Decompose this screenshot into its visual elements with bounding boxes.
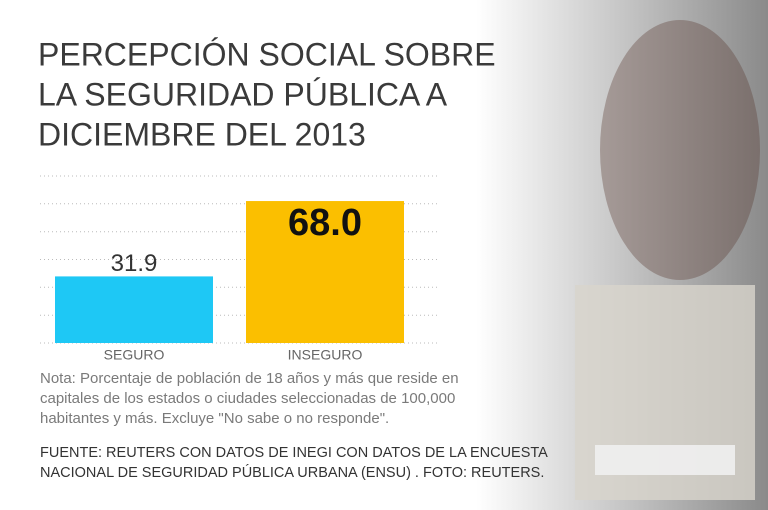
value-label: 68.0: [288, 202, 362, 244]
note: Nota: Porcentaje de población de 18 años…: [40, 370, 459, 387]
note: capitales de los estados o ciudades sele…: [40, 390, 455, 407]
x-tick-label: INSEGURO: [288, 347, 363, 363]
chart-layer: PERCEPCIÓN SOCIAL SOBRE LA SEGURIDAD PÚBL…: [38, 36, 548, 480]
value-label: 31.9: [111, 250, 158, 277]
chart-title: LA SEGURIDAD PÚBLICA A: [38, 76, 448, 112]
chart-title: DICIEMBRE DEL 2013: [38, 116, 366, 152]
x-tick-label: SEGURO: [104, 347, 165, 363]
photo-poster-band: [595, 445, 735, 475]
bar: [246, 201, 404, 343]
source: NACIONAL DE SEGURIDAD PÚBLICA URBANA (EN…: [40, 464, 544, 481]
source: FUENTE: REUTERS CON DATOS DE INEGI CON D…: [40, 445, 548, 461]
note: habitantes y más. Excluye "No sabe o no …: [40, 410, 389, 427]
bar: [55, 276, 213, 343]
photo-figure: [600, 20, 760, 280]
chart-title: PERCEPCIÓN SOCIAL SOBRE: [38, 36, 496, 72]
